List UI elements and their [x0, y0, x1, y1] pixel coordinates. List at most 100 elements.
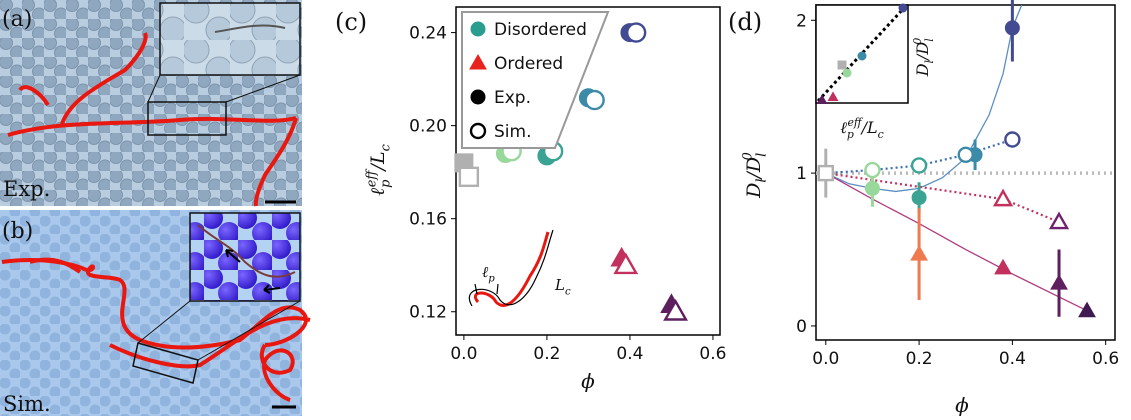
panel-label: (b) [2, 219, 33, 244]
marker [1004, 20, 1020, 36]
label-part: ϕ [581, 369, 595, 393]
x-tick-label: 0.0 [450, 344, 477, 364]
panel-caption: Exp. [3, 177, 50, 201]
marker [613, 252, 639, 275]
marker [911, 190, 927, 206]
legend-label: Exp. [494, 88, 531, 108]
annotation: Lc [554, 276, 571, 298]
marker [1004, 131, 1021, 148]
y-tick-label: 1 [796, 164, 807, 184]
x-axis-label: ϕ [955, 393, 969, 417]
label-part: l [755, 153, 770, 157]
annotation: ℓp [482, 263, 495, 285]
x-tick-label: 0.4 [616, 344, 643, 364]
panel-label: (c) [335, 8, 367, 36]
marker [994, 258, 1012, 275]
label-part: /L [367, 151, 389, 172]
marker [910, 245, 928, 261]
x-axis-label: ϕ [581, 369, 595, 393]
marker [864, 180, 880, 196]
label-part: 0 [911, 38, 924, 45]
label-part: c [379, 144, 394, 151]
marker [470, 89, 486, 105]
marker [817, 164, 834, 182]
marker [1048, 211, 1070, 230]
marker [992, 188, 1014, 207]
label-part: l [923, 38, 936, 42]
label-part: D [913, 63, 932, 77]
marker [864, 161, 881, 179]
legend-label: Disordered [494, 20, 587, 40]
marker [470, 21, 486, 37]
inset-y-label: Dl/Dl0 [911, 38, 936, 78]
panel-a: (a) Exp. [0, 0, 302, 207]
marker [957, 146, 974, 163]
x-tick-label: 0.6 [1092, 349, 1119, 369]
x-tick-label: 0.6 [699, 344, 726, 364]
marker [1078, 301, 1096, 318]
legend-label: Ordered [494, 54, 563, 74]
label-part: D [743, 183, 765, 199]
marker [625, 22, 647, 43]
line [825, 5, 1023, 193]
legend-label: Sim. [494, 122, 531, 142]
label-part: /L [860, 118, 878, 137]
marker [827, 91, 839, 101]
schematic [468, 229, 554, 307]
marker [910, 157, 928, 174]
label-part: eff [847, 116, 863, 129]
marker [458, 166, 480, 188]
marker [816, 94, 828, 104]
label-part: eff [364, 169, 379, 188]
x-tick-label: 0.0 [812, 349, 839, 369]
label-part: p [847, 128, 854, 141]
marker [857, 51, 867, 61]
panel-label: (a) [2, 7, 32, 32]
x-tick-label: 0.2 [906, 349, 933, 369]
x-tick-label: 0.2 [533, 344, 560, 364]
label-part: /D [913, 42, 932, 62]
y-tick-label: 0.20 [409, 117, 447, 137]
label-part: ℓ [367, 188, 389, 196]
label-part: p [488, 274, 495, 285]
label-part: 0 [740, 152, 755, 160]
label-part: p [379, 180, 394, 188]
marker [837, 60, 847, 70]
label-part: /D [743, 157, 765, 181]
x-tick-label: 0.4 [999, 349, 1026, 369]
label-part: c [878, 128, 884, 141]
schematic [474, 231, 550, 307]
marker [663, 298, 689, 321]
label-part: L [554, 276, 565, 294]
label-part: l [755, 179, 770, 183]
label-part: c [565, 287, 571, 298]
marker [469, 122, 487, 140]
y-tick-label: 2 [796, 11, 807, 31]
panel-caption: Sim. [3, 392, 51, 416]
line [825, 172, 1060, 224]
marker [842, 68, 852, 78]
y-tick-label: 0.12 [409, 303, 447, 323]
chart: (c)0.0 0.2 0.4 0.60.120.160.200.24ϕℓpeff/Lc… [335, 6, 726, 393]
marker [469, 53, 487, 70]
panel-b: (b) Sim. [0, 210, 311, 416]
inset-x-label: ℓpeff/Lc [840, 116, 884, 141]
y-axis-label: Dl/Dl0 [740, 152, 769, 199]
label-part: ℓ [840, 118, 847, 137]
legend-frame [461, 11, 610, 149]
y-axis-label: ℓpeff/Lc [364, 144, 393, 196]
y-tick-label: 0.16 [409, 210, 447, 230]
line [825, 138, 1013, 175]
marker [584, 89, 605, 111]
y-tick-label: 0 [796, 317, 807, 337]
y-tick-label: 0.24 [409, 24, 447, 44]
marker [898, 3, 908, 13]
panel-label: (d) [728, 8, 762, 36]
label-part: ϕ [955, 393, 969, 417]
label-part: l [923, 59, 936, 63]
line [825, 172, 1088, 312]
label-part: ℓ [482, 263, 488, 281]
marker [1050, 274, 1068, 290]
